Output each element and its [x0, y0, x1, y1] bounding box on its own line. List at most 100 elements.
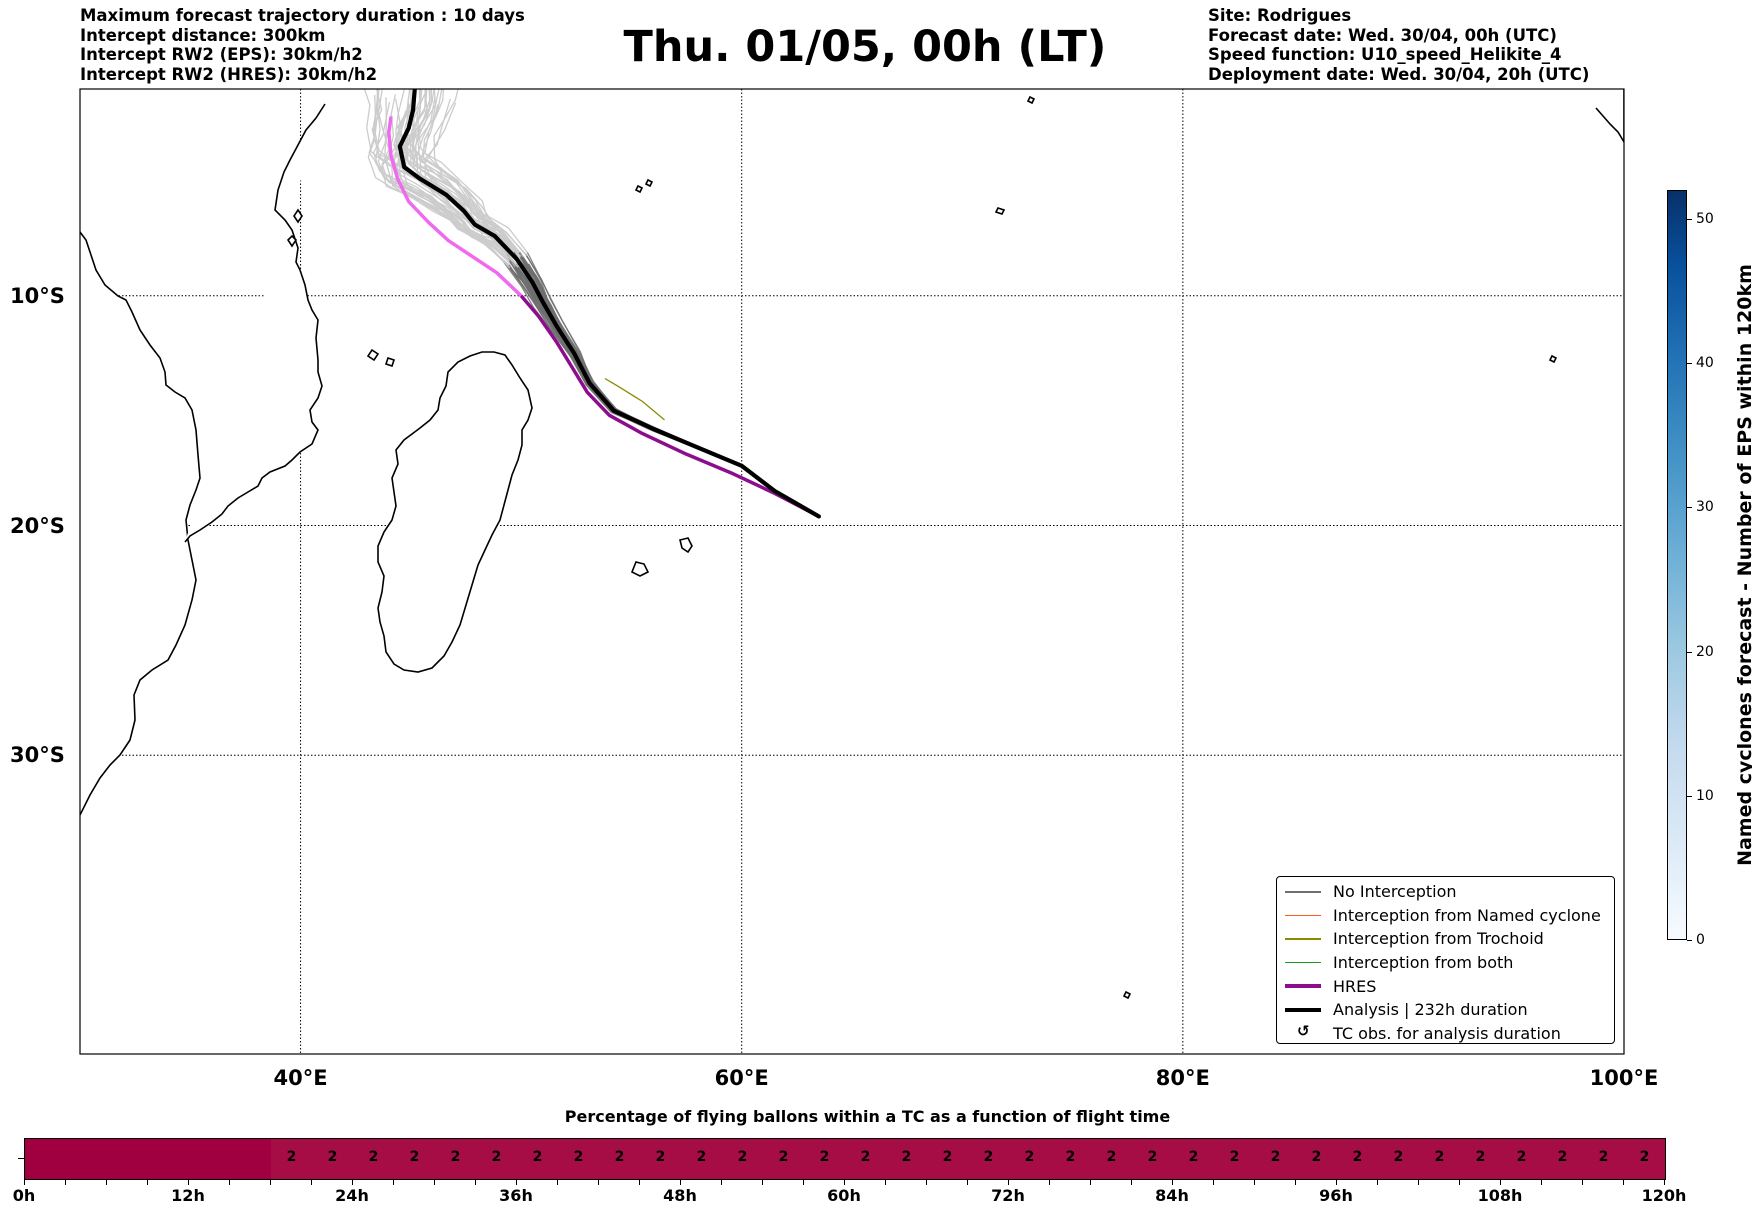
- percentage-value: 2: [1065, 1149, 1076, 1165]
- legend-symbol: [1283, 1003, 1323, 1017]
- legend-label: Interception from both: [1333, 953, 1514, 973]
- colorbar-tick: [1687, 507, 1692, 509]
- island-pemba-zanzibar: [286, 208, 303, 248]
- colorbar-tick-label: 30: [1696, 499, 1714, 516]
- percentage-axis-label: 0h: [12, 1186, 36, 1205]
- legend-item: No Interception: [1283, 880, 1614, 904]
- percentage-value: 2: [1352, 1149, 1363, 1165]
- percentage-axis-tick: [1295, 1180, 1296, 1185]
- tc-observation-icon: ↺: [1297, 1022, 1310, 1041]
- percentage-value: 2: [696, 1149, 707, 1165]
- eps-track-early: [395, 111, 519, 268]
- percentage-axis-tick: [188, 1180, 189, 1185]
- lat-tick-label: 10°S: [10, 283, 65, 308]
- percentage-value: 2: [778, 1149, 789, 1165]
- percentage-axis-tick: [598, 1180, 599, 1185]
- percentage-value: 2: [1311, 1149, 1322, 1165]
- percentage-axis-tick: [24, 1180, 25, 1185]
- percentage-axis-tick: [762, 1180, 763, 1185]
- header-line-intercept-hres: Intercept RW2 (HRES): 30km/h2: [80, 64, 378, 84]
- percentage-axis-tick: [393, 1180, 394, 1185]
- page-title: Thu. 01/05, 00h (LT): [623, 22, 1107, 72]
- lon-tick-label: 40°E: [273, 1066, 328, 1090]
- island-chagos: [994, 207, 1006, 215]
- percentage-value: 2: [1393, 1149, 1404, 1165]
- percentage-axis-tick: [1664, 1180, 1665, 1185]
- percentage-value: 2: [942, 1149, 953, 1165]
- percentage-value: 2: [1639, 1149, 1650, 1165]
- percentage-value: 2: [614, 1149, 625, 1165]
- eps-track-early: [424, 89, 528, 253]
- legend-item: Analysis | 232h duration: [1283, 998, 1614, 1022]
- percentage-axis-tick: [1213, 1180, 1214, 1185]
- percentage-axis-tick: [1049, 1180, 1050, 1185]
- legend-label: HRES: [1333, 976, 1377, 996]
- percentage-axis-label: 12h: [171, 1186, 205, 1205]
- percentage-axis-tick: [1541, 1180, 1542, 1185]
- percentage-axis-label: 84h: [1155, 1186, 1189, 1205]
- eps-track-early: [422, 89, 527, 255]
- lon-tick-label: 60°E: [714, 1066, 769, 1090]
- percentage-axis-tick: [557, 1180, 558, 1185]
- legend-item: HRES: [1283, 974, 1614, 998]
- coastline-africa: [80, 231, 201, 816]
- percentage-axis-tick: [270, 1180, 271, 1185]
- island-rodrigues: [1548, 354, 1558, 364]
- percentage-value: 2: [1516, 1149, 1527, 1165]
- coastlines: [80, 89, 1624, 1000]
- percentage-axis-tick: [926, 1180, 927, 1185]
- legend-item: ↺ TC obs. for analysis duration: [1283, 1022, 1614, 1046]
- percentage-axis-tick: [311, 1180, 312, 1185]
- legend-item: Interception from both: [1283, 951, 1614, 975]
- colorbar-tick-label: 0: [1696, 932, 1705, 948]
- percentage-axis-tick: [1336, 1180, 1337, 1185]
- colorbar-tick-label: 50: [1696, 210, 1714, 227]
- map-legend: No Interception Interception from Named c…: [1276, 876, 1615, 1044]
- percentage-value: 2: [1598, 1149, 1609, 1165]
- coastline-east-africa: [184, 103, 326, 543]
- percentage-value: 2: [1270, 1149, 1281, 1165]
- percentage-bar-ytick: [18, 1158, 24, 1159]
- percentage-axis-label: 60h: [827, 1186, 861, 1205]
- percentage-axis-tick: [1254, 1180, 1255, 1185]
- header-line-speed-function: Speed function: U10_speed_Helikite_4: [1208, 45, 1562, 64]
- header-info-left: Maximum forecast trajectory duration : 1…: [80, 6, 525, 84]
- percentage-value: 2: [409, 1149, 420, 1165]
- percentage-value: 2: [1147, 1149, 1158, 1165]
- eps-track-early: [404, 89, 522, 257]
- percentage-axis-tick: [1172, 1180, 1173, 1185]
- lat-tick-label: 20°S: [10, 513, 65, 538]
- percentage-cell-empty: [25, 1139, 271, 1179]
- island-mauritius: [630, 561, 650, 577]
- island-comoros: [366, 348, 396, 368]
- colorbar-tick: [1687, 795, 1692, 797]
- percentage-axis-tick: [1008, 1180, 1009, 1185]
- header-line-deployment-date: Deployment date: Wed. 30/04, 20h (UTC): [1208, 64, 1590, 84]
- percentage-cell-filled: [271, 1139, 1665, 1179]
- percentage-axis-tick: [1459, 1180, 1460, 1185]
- percentage-axis-tick: [434, 1180, 435, 1185]
- percentage-value: 2: [1106, 1149, 1117, 1165]
- percentage-value: 2: [983, 1149, 994, 1165]
- percentage-axis-tick: [1377, 1180, 1378, 1185]
- map-frame: [79, 88, 1625, 1055]
- colorbar-tick: [1687, 363, 1692, 365]
- colorbar-tick-label: 10: [1696, 787, 1714, 804]
- percentage-value: 2: [1557, 1149, 1568, 1165]
- colorbar: [1667, 190, 1687, 940]
- percentage-axis-tick: [475, 1180, 476, 1185]
- eps-track-early: [384, 94, 511, 263]
- coastline-madagascar: [377, 351, 533, 673]
- colorbar-tick: [1687, 651, 1692, 653]
- percentage-axis-tick: [967, 1180, 968, 1185]
- header-line-site: Site: Rodrigues: [1208, 6, 1352, 25]
- hres-track: [519, 294, 820, 518]
- legend-symbol: [1283, 885, 1323, 899]
- legend-symbol: [1283, 956, 1323, 970]
- percentage-axis-label: 108h: [1477, 1186, 1523, 1205]
- percentage-axis-label: 72h: [991, 1186, 1025, 1205]
- eps-track-early: [409, 89, 521, 259]
- eps-track-early: [394, 107, 517, 268]
- percentage-value: 2: [1434, 1149, 1445, 1165]
